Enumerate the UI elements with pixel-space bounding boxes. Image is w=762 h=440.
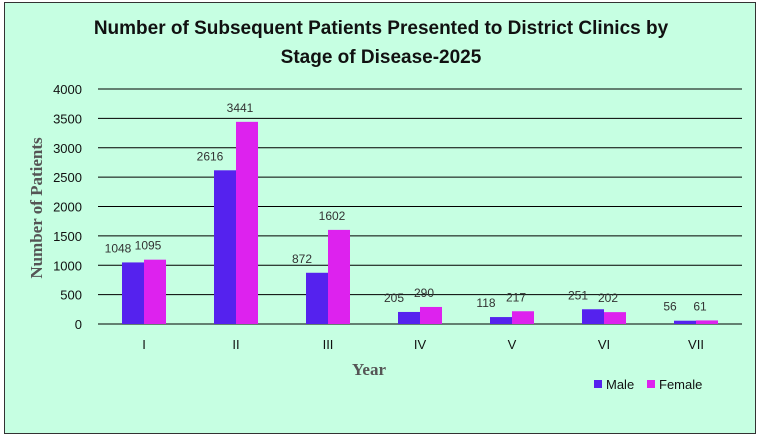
bars (122, 121, 718, 324)
legend-label-male: Male (606, 377, 634, 392)
data-label: 2616 (197, 149, 224, 163)
bar-male-V (490, 317, 512, 324)
grid-lines (98, 88, 742, 325)
data-label: 56 (663, 300, 677, 314)
bar-male-VII (674, 320, 696, 324)
bar-female-VI (604, 312, 626, 324)
y-tick-label: 4000 (53, 82, 82, 97)
data-label: 205 (384, 291, 404, 305)
data-label: 1048 (105, 241, 132, 255)
y-tick-label: 1000 (53, 258, 82, 273)
bar-female-II (236, 121, 258, 324)
bar-female-I (144, 259, 166, 324)
data-label: 202 (598, 291, 618, 305)
y-tick-label: 3500 (53, 111, 82, 126)
data-label: 217 (506, 290, 526, 304)
y-axis-ticks: 0 500 1000 1500 2000 2500 3000 3500 4000 (53, 82, 82, 332)
y-axis-title: Number of Patients (27, 137, 46, 279)
x-tick-label: V (508, 337, 517, 352)
y-tick-label: 2000 (53, 200, 82, 215)
bar-male-IV (398, 311, 420, 324)
data-label: 1602 (319, 209, 346, 223)
bar-male-VI (582, 309, 604, 324)
data-label: 1095 (135, 239, 162, 253)
y-tick-label: 1500 (53, 229, 82, 244)
data-label: 118 (476, 296, 495, 310)
bar-male-III (306, 272, 328, 324)
chart-title-line-2: Stage of Disease-2025 (280, 47, 482, 68)
bar-female-V (512, 311, 534, 324)
x-tick-label: II (232, 337, 239, 352)
chart-title-line-1: Number of Subsequent Patients Presented … (93, 18, 669, 39)
legend-swatch-male (594, 380, 602, 388)
data-label: 872 (292, 252, 312, 266)
bar-male-I (122, 262, 144, 324)
x-tick-label: IV (414, 337, 427, 352)
x-tick-label: VI (598, 337, 610, 352)
x-tick-label: I (142, 337, 146, 352)
y-tick-label: 2500 (53, 170, 82, 185)
legend: Male Female (594, 377, 702, 392)
legend-label-female: Female (659, 377, 702, 392)
bar-female-III (328, 229, 350, 324)
data-label: 251 (568, 288, 588, 302)
y-tick-label: 500 (60, 288, 82, 303)
data-label: 3441 (227, 101, 254, 115)
chart-title: Number of Subsequent Patients Presented … (0, 14, 762, 72)
bar-female-IV (420, 306, 442, 324)
x-tick-label: III (323, 337, 334, 352)
x-tick-label: VII (688, 337, 704, 352)
data-label: 290 (414, 286, 434, 300)
bar-female-VII (696, 320, 718, 324)
data-labels: 1048 1095 2616 3441 872 1602 205 290 118 217 251 20… (105, 101, 707, 314)
data-label: 61 (693, 299, 707, 313)
x-axis-title: Year (352, 360, 386, 379)
x-axis-ticks: I II III IV V VI VII (142, 337, 704, 352)
y-tick-label: 3000 (53, 141, 82, 156)
bar-male-II (214, 170, 236, 324)
y-tick-label: 0 (75, 317, 82, 332)
legend-swatch-female (647, 380, 655, 388)
chart-frame (4, 2, 756, 434)
